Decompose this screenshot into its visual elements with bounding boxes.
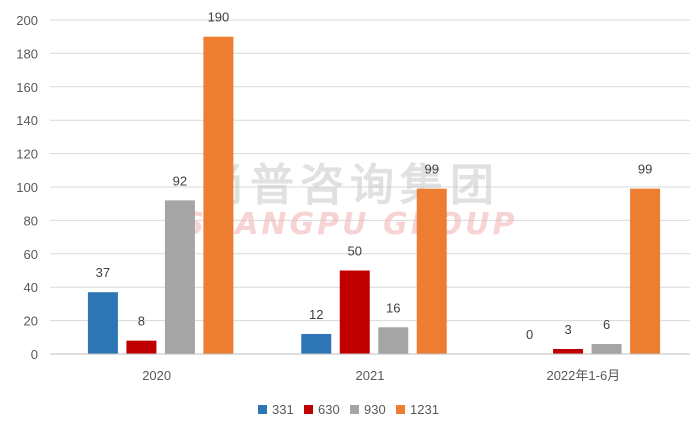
data-label: 6 xyxy=(603,317,610,332)
bar xyxy=(378,327,409,354)
legend-swatch xyxy=(350,405,359,414)
x-category-label: 2021 xyxy=(356,368,385,383)
legend: 331 630 930 1231 xyxy=(258,402,439,417)
watermark-cn: 尚普咨询集团 xyxy=(200,160,500,211)
legend-swatch xyxy=(396,405,405,414)
bar xyxy=(203,36,234,354)
data-label: 8 xyxy=(138,314,145,329)
y-tick-label: 180 xyxy=(16,46,38,61)
bar xyxy=(301,333,332,354)
y-tick-label: 100 xyxy=(16,180,38,195)
y-tick-label: 120 xyxy=(16,147,38,162)
legend-swatch xyxy=(304,405,313,414)
data-label: 92 xyxy=(173,173,187,188)
bar xyxy=(126,340,157,354)
bar xyxy=(591,343,622,354)
bar xyxy=(630,188,661,354)
y-tick-label: 140 xyxy=(16,113,38,128)
data-label: 99 xyxy=(638,162,652,177)
legend-label: 331 xyxy=(272,402,294,417)
data-label: 37 xyxy=(96,265,110,280)
legend-label: 1231 xyxy=(410,402,439,417)
bar xyxy=(553,348,584,354)
y-tick-label: 0 xyxy=(31,347,38,362)
legend-swatch xyxy=(258,405,267,414)
y-tick-label: 60 xyxy=(24,247,38,262)
gridlines xyxy=(50,19,690,322)
x-axis-categories: 2020 2021 2022年1-6月 xyxy=(142,368,620,383)
bar xyxy=(339,270,370,354)
legend-label: 630 xyxy=(318,402,340,417)
y-tick-label: 80 xyxy=(24,213,38,228)
y-tick-label: 160 xyxy=(16,80,38,95)
y-tick-label: 40 xyxy=(24,280,38,295)
bars xyxy=(87,36,661,354)
y-tick-label: 20 xyxy=(24,314,38,329)
x-category-label: 2020 xyxy=(142,368,171,383)
x-category-label: 2022年1-6月 xyxy=(546,368,620,383)
watermark-en: SHANGPU GROUP xyxy=(182,207,517,242)
data-labels: 37 8 92 190 12 50 16 99 0 3 6 99 xyxy=(96,10,653,342)
data-label: 16 xyxy=(386,300,400,315)
bar xyxy=(416,188,447,354)
data-label: 190 xyxy=(208,10,230,25)
y-axis: 0 20 40 60 80 100 120 140 160 180 200 xyxy=(16,13,38,362)
data-label: 50 xyxy=(348,244,362,259)
bar xyxy=(164,200,195,354)
data-label: 12 xyxy=(309,307,323,322)
legend-label: 930 xyxy=(364,402,386,417)
bar xyxy=(87,292,118,354)
data-label: 3 xyxy=(564,322,571,337)
data-label: 99 xyxy=(425,162,439,177)
y-tick-label: 200 xyxy=(16,13,38,28)
data-label: 0 xyxy=(526,327,533,342)
